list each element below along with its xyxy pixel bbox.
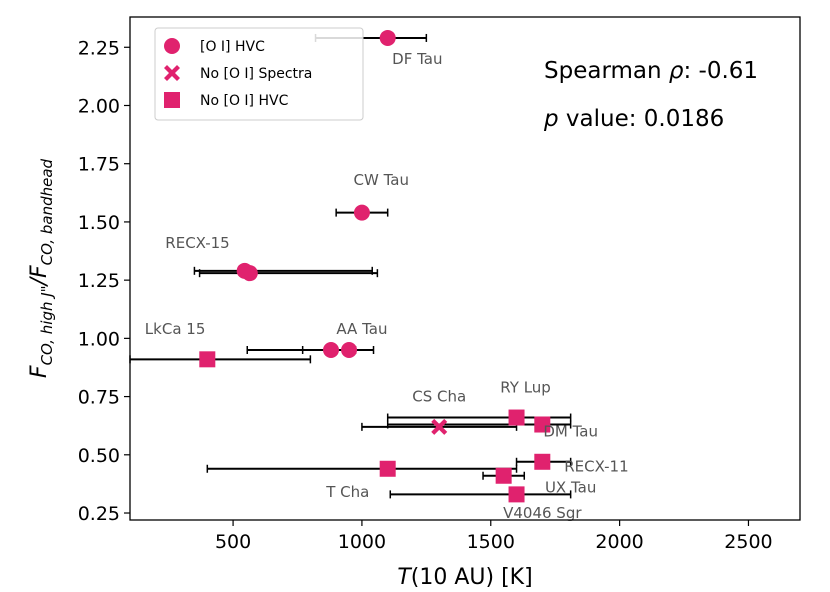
y-tick-label: 2.25 <box>78 37 120 59</box>
point-label: T Cha <box>325 483 369 501</box>
y-tick-label: 2.00 <box>78 95 120 117</box>
data-points <box>199 29 551 503</box>
legend-marker <box>164 38 180 54</box>
data-point <box>534 453 551 470</box>
y-tick-label: 0.75 <box>78 387 120 409</box>
legend-frame <box>154 27 364 121</box>
point-label: V4046 Sgr <box>503 504 582 522</box>
data-point <box>323 342 339 359</box>
y-tick-label: 1.50 <box>78 212 120 234</box>
legend-marker <box>164 92 180 108</box>
x-tick-label: 2000 <box>595 531 643 553</box>
y-tick-label: 1.75 <box>78 154 120 176</box>
point-label: AA Tau <box>336 320 387 338</box>
y-tick-label: 0.25 <box>78 503 120 525</box>
legend-label: No [O I] Spectra <box>200 66 312 82</box>
legend: [O I] HVC No [O I] Spectra No [O I] HVC <box>154 27 364 121</box>
legend-label: [O I] HVC <box>200 39 265 55</box>
legend-label: No [O I] HVC <box>200 93 289 109</box>
legend-marker <box>164 65 180 81</box>
x-tick-label: 500 <box>215 531 251 553</box>
plot-frame <box>129 16 801 521</box>
data-point <box>379 29 396 46</box>
data-point <box>353 204 370 221</box>
data-point <box>379 460 396 477</box>
point-label: DF Tau <box>392 50 442 68</box>
y-axis-ticks: 0.25 0.50 0.75 1.00 1.25 1.50 1.75 2.00 2.25 <box>78 37 130 525</box>
point-label: RY Lup <box>500 378 551 396</box>
data-point <box>495 467 512 484</box>
point-label: CW Tau <box>354 171 409 189</box>
spearman-annotation: Spearman ρ: -0.61 <box>544 58 758 84</box>
x-axis-label: T(10 AU) [K] <box>397 565 532 590</box>
point-label: RECX-11 <box>564 457 628 475</box>
data-point <box>534 416 551 433</box>
point-label: UX Tau <box>545 478 596 496</box>
data-point <box>199 351 216 368</box>
point-labels: DF Tau CW Tau RECX-15 AA Tau LkCa 15 RY Lup DM… <box>145 50 629 522</box>
data-point <box>431 418 448 435</box>
y-tick-label: 0.50 <box>78 445 120 467</box>
data-point <box>241 265 258 282</box>
x-tick-label: 1500 <box>467 531 515 553</box>
point-label: DM Tau <box>543 423 598 441</box>
point-label: RECX-15 <box>165 234 229 252</box>
y-tick-label: 1.00 <box>78 328 120 350</box>
data-point <box>508 409 525 426</box>
p-value-annotation: p value: 0.0186 <box>543 106 724 132</box>
point-label: CS Cha <box>412 388 466 406</box>
x-tick-label: 1000 <box>338 531 386 553</box>
data-point <box>341 342 358 359</box>
y-tick-label: 1.25 <box>78 270 120 292</box>
data-point <box>508 486 525 503</box>
x-tick-label: 2500 <box>724 531 772 553</box>
point-label: LkCa 15 <box>145 320 206 338</box>
y-axis-label: FCO, high J"/FCO, bandhead <box>27 158 56 378</box>
x-axis-ticks: 500 1000 1500 2000 2500 <box>215 520 773 553</box>
